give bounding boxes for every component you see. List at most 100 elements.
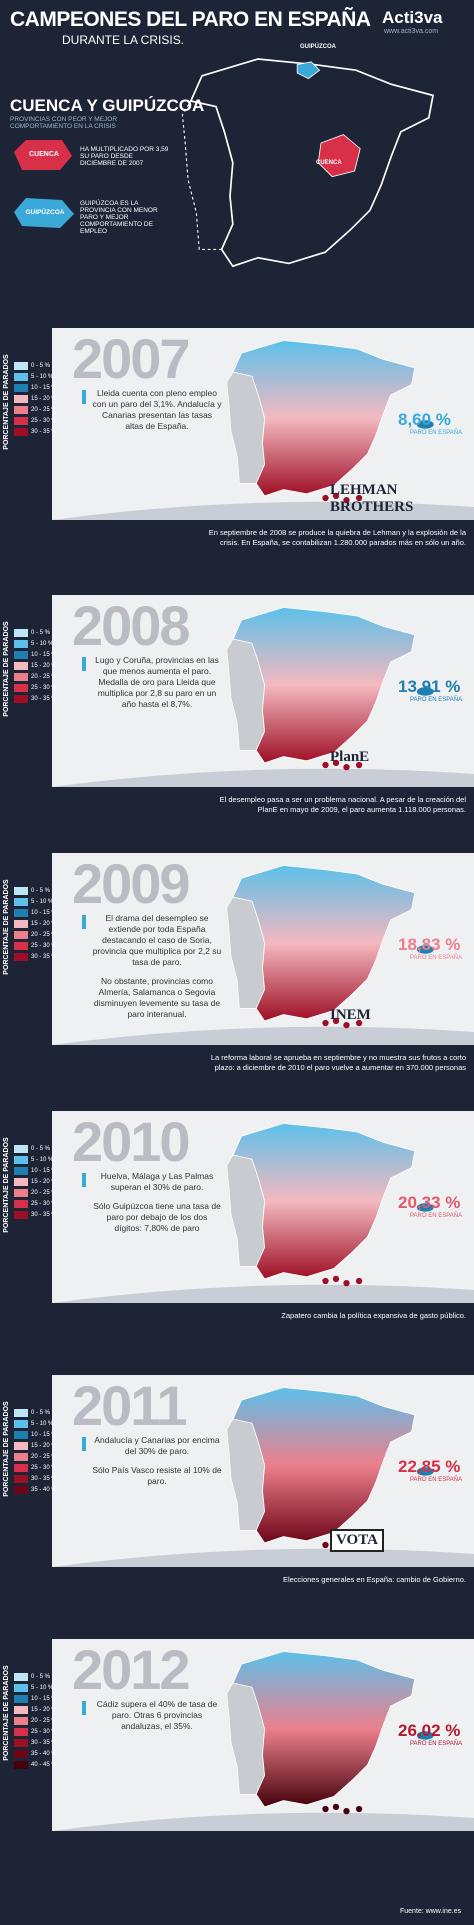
legend-label: 15 - 20 % [31,1179,57,1185]
legend-swatch [14,1145,28,1153]
region-map [226,340,434,504]
legend-swatch [14,662,28,670]
legend-label: 30 - 35 % [31,954,57,960]
legend-label: 0 - 5 % [31,630,51,636]
guipuzcoa-badge: GUIPÚZCOA [25,209,65,216]
legend-swatch [14,1167,28,1175]
legend-label: 30 - 35 % [31,429,57,435]
quote-mark [82,915,86,929]
legend-title: PORCENTAJE DE PARADOS [3,1401,10,1497]
legend-swatch [14,898,28,906]
rate: 26,02 % [398,1721,461,1740]
panel-swoosh [52,1812,474,1831]
legend-swatch [14,373,28,381]
legend-swatch [14,1761,28,1769]
canary-island [322,1805,329,1813]
quote-paragraph: Cádiz supera el 40% de tasa de paro. Otr… [96,1699,218,1731]
quote-paragraph: El drama del desempleo se extiende por t… [92,913,222,967]
rate: 20,33 % [398,1193,461,1212]
logo: INEM [330,1007,371,1023]
spain [232,607,416,764]
year: 2008 [72,594,191,657]
canary-island [355,1805,363,1813]
quote-mark [82,1437,86,1451]
legend-label: 15 - 20 % [31,1443,57,1449]
legend-swatch [14,1178,28,1186]
legend-label: 0 - 5 % [31,1410,51,1416]
quote-paragraph: Sólo País Vasco resiste al 10% de paro. [92,1465,222,1486]
cuenca-badge: CUENCA [29,151,59,158]
legend-swatch [14,909,28,917]
legend-swatch [14,384,28,392]
quote: Huelva, Málaga y Las Palmas superan el 3… [92,1171,222,1234]
legend-label: 25 - 30 % [31,418,57,424]
spain [232,1651,416,1808]
quote: Cádiz supera el 40% de tasa de paro. Otr… [92,1699,222,1732]
balearic-island [416,1731,434,1740]
canary-island [355,761,363,769]
legend-swatch [14,1453,28,1461]
legend-swatch [14,1684,28,1692]
legend-label: 10 - 15 % [31,1168,57,1174]
legend-title: PORCENTAJE DE PARADOS [3,879,10,975]
canary-island [322,1019,329,1027]
guipuzcoa-badge-shape [14,198,74,228]
legend-label: 15 - 20 % [31,663,57,669]
canary-island [322,761,329,769]
quote-paragraph: Huelva, Málaga y Las Palmas superan el 3… [100,1171,214,1192]
legend-swatch [14,640,28,648]
legend-label: 5 - 10 % [31,1421,54,1427]
guipuzcoa-text: GUIPÚZCOA ES LA PROVINCIA CON MENOR PARO… [80,200,158,235]
balearic-island [416,1467,434,1476]
legend-swatch [14,1409,28,1417]
year: 2012 [72,1638,191,1701]
legend-label: 20 - 25 % [31,1718,57,1724]
rate-label: PARO EN ESPAÑA [410,697,463,703]
canary-island [322,1277,329,1285]
balearic-island [416,420,434,429]
quote: Andalucía y Canarias por encima del 30% … [92,1435,222,1487]
legend-label: 35 - 40 % [31,1487,57,1493]
rate-label: PARO EN ESPAÑA [410,430,463,436]
legend-swatch [14,651,28,659]
legend-label: 15 - 20 % [31,921,57,927]
legend-swatch [14,1200,28,1208]
legend-label: 5 - 10 % [31,374,54,380]
legend-label: 25 - 30 % [31,943,57,949]
legend-swatch [14,1673,28,1681]
legend-swatch [14,629,28,637]
legend-label: 0 - 5 % [31,1146,51,1152]
panel-swoosh [52,1548,474,1567]
cuenca-text: HA MULTIPLICADO POR 3,59 SU PARO DESDE D… [80,146,169,167]
legend-label: 20 - 25 % [31,407,57,413]
quote-paragraph: Lleida cuenta con pleno empleo con un pa… [92,388,222,431]
portugal-outline [181,100,234,250]
spain [232,1123,416,1280]
caption: Elecciones generales en España: cambio d… [282,1575,466,1584]
subtitle: DURANTE LA CRISIS. [62,33,185,47]
canary-island [355,1019,363,1027]
header-map [181,58,434,268]
rate-label: PARO EN ESPAÑA [410,1477,463,1483]
legend-label: 30 - 35 % [31,1212,57,1218]
legend-label: 0 - 5 % [31,363,51,369]
legend-label: 35 - 40 % [31,1751,57,1757]
rate: 8,60 % [398,410,451,429]
legend-label: 10 - 15 % [31,385,57,391]
legend-title: PORCENTAJE DE PARADOS [3,1665,10,1761]
canary-island [332,1803,340,1811]
legend-label: 30 - 35 % [31,1740,57,1746]
region-map [226,1387,434,1551]
legend-label: 5 - 10 % [31,641,54,647]
legend-swatch [14,695,28,703]
canary-island [343,1279,350,1287]
legend-swatch [14,1420,28,1428]
canary-island [343,1021,350,1029]
map-label: GUIPÚZCOA [300,44,336,50]
year: 2010 [72,1110,191,1173]
caption: El desempleo pasa a ser un problema naci… [219,795,466,814]
canary-island [332,1017,340,1025]
legend-label: 15 - 20 % [31,396,57,402]
canary-island [322,494,329,502]
